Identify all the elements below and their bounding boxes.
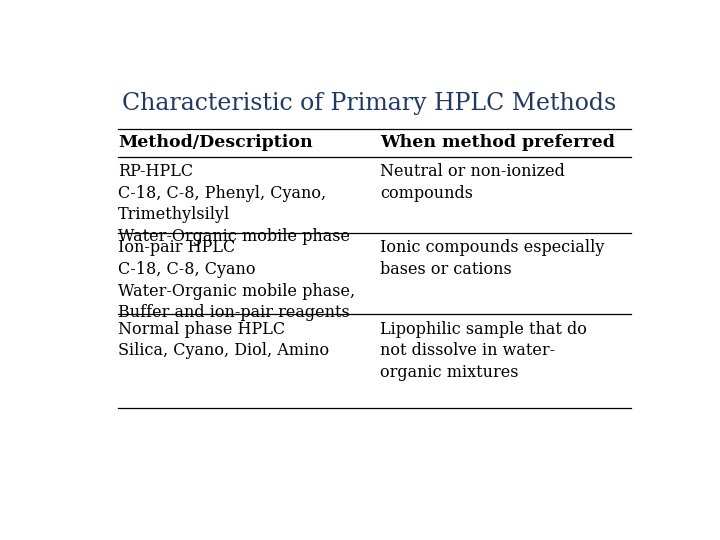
Text: When method preferred: When method preferred xyxy=(380,134,615,152)
Text: Characteristic of Primary HPLC Methods: Characteristic of Primary HPLC Methods xyxy=(122,92,616,115)
Text: Lipophilic sample that do
not dissolve in water-
organic mixtures: Lipophilic sample that do not dissolve i… xyxy=(380,321,587,381)
Text: Neutral or non-ionized
compounds: Neutral or non-ionized compounds xyxy=(380,163,565,202)
Text: RP-HPLC
C-18, C-8, Phenyl, Cyano,
Trimethylsilyl
Water-Organic mobile phase: RP-HPLC C-18, C-8, Phenyl, Cyano, Trimet… xyxy=(118,163,350,245)
Text: Ion-pair HPLC
C-18, C-8, Cyano
Water-Organic mobile phase,
Buffer and ion-pair r: Ion-pair HPLC C-18, C-8, Cyano Water-Org… xyxy=(118,239,355,321)
Text: Ionic compounds especially
bases or cations: Ionic compounds especially bases or cati… xyxy=(380,239,605,278)
Text: Normal phase HPLC
Silica, Cyano, Diol, Amino: Normal phase HPLC Silica, Cyano, Diol, A… xyxy=(118,321,329,359)
Text: Method/Description: Method/Description xyxy=(118,134,312,152)
